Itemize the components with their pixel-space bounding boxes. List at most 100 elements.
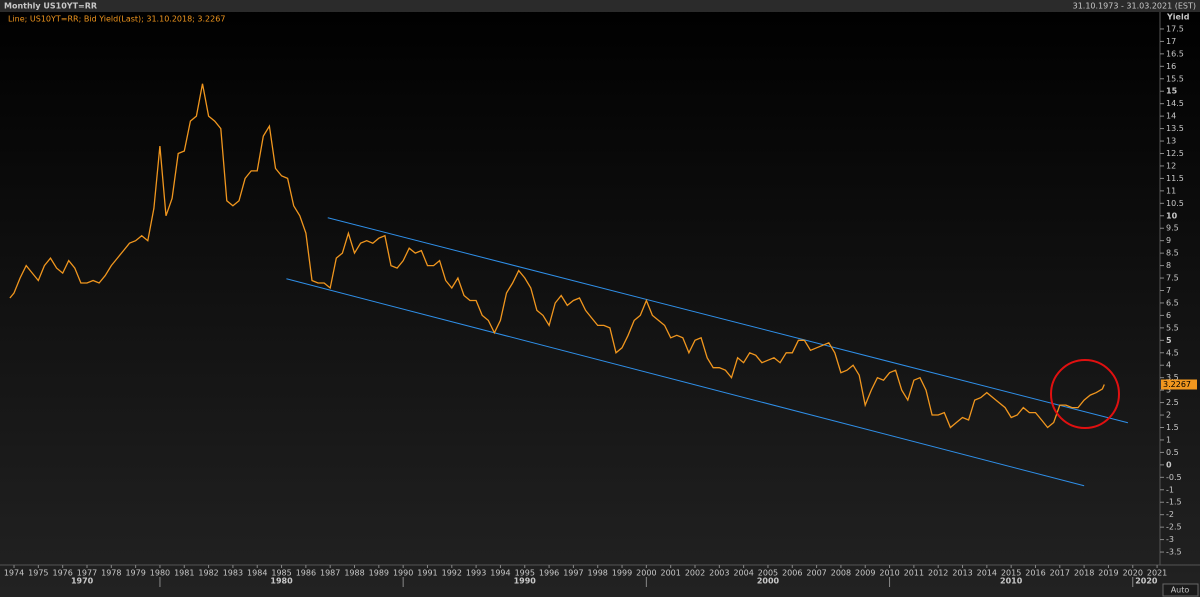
- y-tick-label: 1: [1166, 435, 1171, 444]
- trend-line: [286, 278, 1085, 487]
- x-tick-label: 2014: [977, 569, 997, 578]
- y-tick-label: -0.5: [1166, 473, 1182, 482]
- y-tick-label: 11: [1166, 186, 1176, 195]
- x-tick-label: 2000: [636, 569, 656, 578]
- auto-button[interactable]: [1162, 583, 1199, 597]
- y-tick-label: 9: [1166, 236, 1171, 245]
- y-tick-label: 11.5: [1166, 174, 1184, 183]
- y-tick-label: -1.5: [1166, 498, 1182, 507]
- x-tick-label: 1990: [393, 569, 413, 578]
- x-tick-label: 2012: [928, 569, 948, 578]
- x-tick-label: 1989: [369, 569, 389, 578]
- x-tick-label: 2010: [879, 569, 899, 578]
- x-tick-label: 2018: [1074, 569, 1094, 578]
- y-tick-label: 8.5: [1166, 249, 1179, 258]
- decade-label: 1990: [514, 577, 537, 586]
- y-tick-label: 7.5: [1166, 274, 1179, 283]
- x-tick-label: 2006: [782, 569, 802, 578]
- x-tick-label: 1992: [442, 569, 462, 578]
- x-tick-label: 1998: [588, 569, 608, 578]
- x-tick-label: 2005: [758, 569, 778, 578]
- x-tick-label: 2016: [1025, 569, 1045, 578]
- x-tick-label: 1986: [296, 569, 316, 578]
- y-tick-label: 2.5: [1166, 398, 1179, 407]
- x-tick-label: 2007: [806, 569, 826, 578]
- x-tick-label: 1982: [198, 569, 218, 578]
- last-value-label: 3.2267: [1163, 380, 1191, 389]
- x-tick-label: 2004: [733, 569, 753, 578]
- x-tick-label: 1983: [223, 569, 243, 578]
- y-tick-label: 16.5: [1166, 49, 1184, 58]
- y-axis-label: Yield: [1166, 13, 1190, 22]
- y-tick-label: 13.5: [1166, 124, 1184, 133]
- y-tick-label: -3: [1166, 535, 1174, 544]
- x-tick-label: 1994: [490, 569, 510, 578]
- x-tick-label: 1980: [150, 569, 170, 578]
- x-tick-label: 1976: [52, 569, 72, 578]
- x-tick-label: 1978: [101, 569, 121, 578]
- chart-title: Monthly US10YT=RR: [4, 2, 97, 11]
- y-tick-label: 8: [1166, 261, 1171, 270]
- series-line: [9, 83, 1105, 429]
- x-tick-label: 1999: [612, 569, 632, 578]
- trend-line: [327, 217, 1129, 424]
- y-tick-label: 5: [1166, 336, 1172, 345]
- x-tick-label: 1975: [28, 569, 48, 578]
- x-tick-label: 1996: [539, 569, 559, 578]
- y-tick-label: 10: [1166, 211, 1178, 220]
- y-tick-label: 15: [1166, 87, 1178, 96]
- x-tick-label: 2019: [1098, 569, 1118, 578]
- y-tick-label: 1.5: [1166, 423, 1179, 432]
- x-tick-label: 2011: [904, 569, 924, 578]
- x-tick-label: 1981: [174, 569, 194, 578]
- x-tick-label: 2017: [1050, 569, 1070, 578]
- decade-label: 2010: [1000, 577, 1023, 586]
- y-tick-label: 4.5: [1166, 348, 1179, 357]
- x-tick-label: 1984: [247, 569, 267, 578]
- y-tick-label: 12.5: [1166, 149, 1184, 158]
- y-tick-label: -1: [1166, 485, 1174, 494]
- y-tick-label: -2: [1166, 510, 1174, 519]
- y-tick-label: 13: [1166, 137, 1176, 146]
- x-tick-label: 2015: [1001, 569, 1021, 578]
- x-tick-label: 2013: [952, 569, 972, 578]
- y-tick-label: 17: [1166, 37, 1176, 46]
- decade-label: 2000: [757, 577, 780, 586]
- y-tick-label: -2.5: [1166, 523, 1182, 532]
- y-tick-label: 7: [1166, 286, 1171, 295]
- y-tick-label: 0.5: [1166, 448, 1179, 457]
- y-tick-label: 2: [1166, 411, 1171, 420]
- y-tick-label: -3.5: [1166, 548, 1182, 557]
- x-tick-label: 2009: [855, 569, 875, 578]
- x-tick-label: 1979: [125, 569, 145, 578]
- last-value-badge: [1161, 379, 1197, 390]
- x-tick-label: 1987: [320, 569, 340, 578]
- decade-label: 1970: [71, 577, 94, 586]
- y-tick-label: 9.5: [1166, 224, 1179, 233]
- y-tick-label: 6: [1166, 311, 1171, 320]
- y-tick-label: 3.5: [1166, 373, 1179, 382]
- x-tick-label: 1985: [271, 569, 291, 578]
- x-tick-label: 2001: [660, 569, 680, 578]
- title-bar: [0, 0, 1200, 12]
- x-tick-label: 1997: [563, 569, 583, 578]
- x-tick-label: 2002: [685, 569, 705, 578]
- x-tick-label: 1995: [515, 569, 535, 578]
- x-tick-label: 1974: [4, 569, 24, 578]
- legend-entry: Line; US10YT=RR; Bid Yield(Last); 31.10.…: [8, 15, 225, 24]
- y-tick-label: 5.5: [1166, 323, 1179, 332]
- auto-button-label[interactable]: Auto: [1171, 586, 1190, 595]
- x-tick-label: 2003: [709, 569, 729, 578]
- y-tick-label: 0: [1166, 460, 1172, 469]
- y-tick-label: 6.5: [1166, 298, 1179, 307]
- y-tick-label: 10.5: [1166, 199, 1184, 208]
- x-tick-label: 1991: [417, 569, 437, 578]
- y-tick-label: 4: [1166, 361, 1171, 370]
- x-tick-label: 1993: [466, 569, 486, 578]
- x-tick-label: 2008: [831, 569, 851, 578]
- y-tick-label: 14: [1166, 112, 1176, 121]
- x-tick-label: 1977: [77, 569, 97, 578]
- decade-label: 1980: [270, 577, 293, 586]
- date-range: 31.10.1973 - 31.03.2021 (EST): [1073, 2, 1196, 11]
